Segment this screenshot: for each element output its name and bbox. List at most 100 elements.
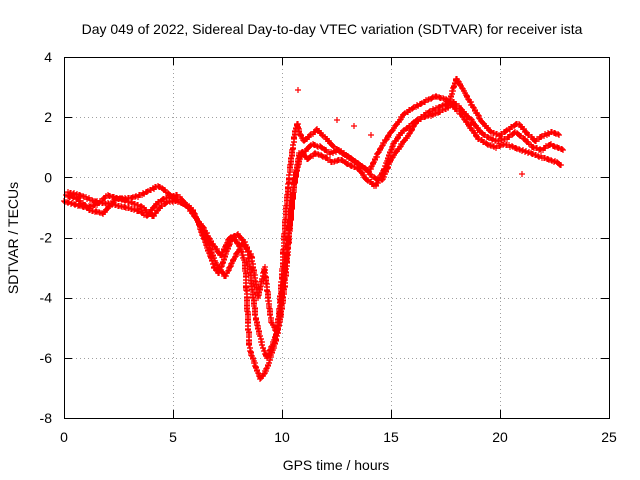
axis-ticks (64, 57, 610, 419)
data-point (283, 203, 289, 209)
data-point (307, 154, 313, 160)
y-tick-label: -6 (40, 350, 53, 366)
x-tick-label: 0 (60, 429, 68, 445)
data-point (252, 312, 258, 318)
data-point (412, 121, 418, 127)
data-point (547, 142, 553, 148)
x-tick-label: 15 (383, 429, 399, 445)
data-point (530, 144, 536, 150)
y-tick-label: -2 (40, 230, 53, 246)
data-point (410, 105, 416, 111)
data-point (331, 159, 337, 165)
data-point (440, 95, 446, 101)
data-point (559, 146, 565, 152)
data-point (414, 102, 420, 108)
data-point (118, 203, 124, 209)
data-points (61, 76, 566, 382)
data-point (122, 198, 128, 204)
data-point (425, 97, 431, 103)
data-point (284, 192, 290, 198)
tick-labels: 0 5 10 15 20 25 -8 -6 -4 -2 0 2 4 (40, 49, 617, 445)
data-point (497, 143, 503, 149)
data-point (426, 109, 432, 115)
data-point (122, 204, 128, 210)
chart-title: Day 049 of 2022, Sidereal Day-to-day VTE… (82, 21, 583, 37)
y-tick-label: -8 (40, 410, 53, 426)
data-point (429, 95, 435, 101)
data-point (278, 296, 284, 302)
data-point (203, 236, 209, 242)
data-point (225, 268, 231, 274)
data-point (227, 235, 233, 241)
data-point (286, 172, 292, 178)
data-point (287, 216, 293, 222)
data-point (131, 207, 137, 213)
data-point (284, 244, 290, 250)
y-tick-label: 4 (44, 49, 52, 65)
data-point (288, 207, 294, 213)
x-tick-label: 10 (274, 429, 290, 445)
data-point (287, 162, 293, 168)
data-point (295, 125, 301, 131)
data-point (368, 132, 374, 138)
data-point (77, 192, 83, 198)
data-point (558, 162, 564, 168)
data-point (282, 217, 288, 223)
data-point (140, 190, 146, 196)
data-point (351, 123, 357, 129)
data-point (545, 156, 551, 162)
data-point (227, 264, 233, 270)
data-point (267, 312, 273, 318)
data-point (244, 308, 250, 314)
data-point (255, 293, 261, 299)
data-point (248, 280, 254, 286)
y-tick-label: 0 (44, 169, 52, 185)
data-point (80, 193, 86, 199)
data-point (286, 224, 292, 230)
data-point (560, 147, 566, 153)
data-point (259, 276, 265, 282)
data-point (224, 240, 230, 246)
data-point (232, 254, 238, 260)
data-point (545, 130, 551, 136)
data-point (312, 150, 318, 156)
data-point (276, 316, 282, 322)
data-point (264, 288, 270, 294)
data-point (266, 305, 272, 311)
data-point (257, 333, 263, 339)
data-point (255, 370, 261, 376)
data-point (307, 132, 313, 138)
data-point (295, 87, 301, 93)
data-point (315, 151, 321, 157)
data-point (556, 132, 562, 138)
data-point (513, 145, 519, 151)
data-point (265, 353, 271, 359)
data-point (388, 147, 394, 153)
data-point (254, 322, 260, 328)
data-point (519, 171, 525, 177)
data-point (89, 197, 95, 203)
data-point (200, 229, 206, 235)
data-point (443, 102, 449, 108)
data-point (389, 144, 395, 150)
data-point (243, 287, 249, 293)
data-point (118, 196, 124, 202)
data-point (223, 273, 229, 279)
data-point (207, 246, 213, 252)
data-point (246, 263, 252, 269)
data-point (290, 190, 296, 196)
data-point (290, 142, 296, 148)
y-axis-label: SDTVAR / TECUs (5, 182, 21, 294)
grid-lines (64, 57, 609, 418)
data-point (319, 153, 325, 159)
data-point (259, 342, 265, 348)
data-point (414, 117, 420, 123)
data-point (263, 280, 269, 286)
data-point (294, 162, 300, 168)
data-point (537, 146, 543, 152)
data-point (487, 142, 493, 148)
data-point (258, 279, 264, 285)
x-tick-label: 5 (169, 429, 177, 445)
data-point (330, 143, 336, 149)
